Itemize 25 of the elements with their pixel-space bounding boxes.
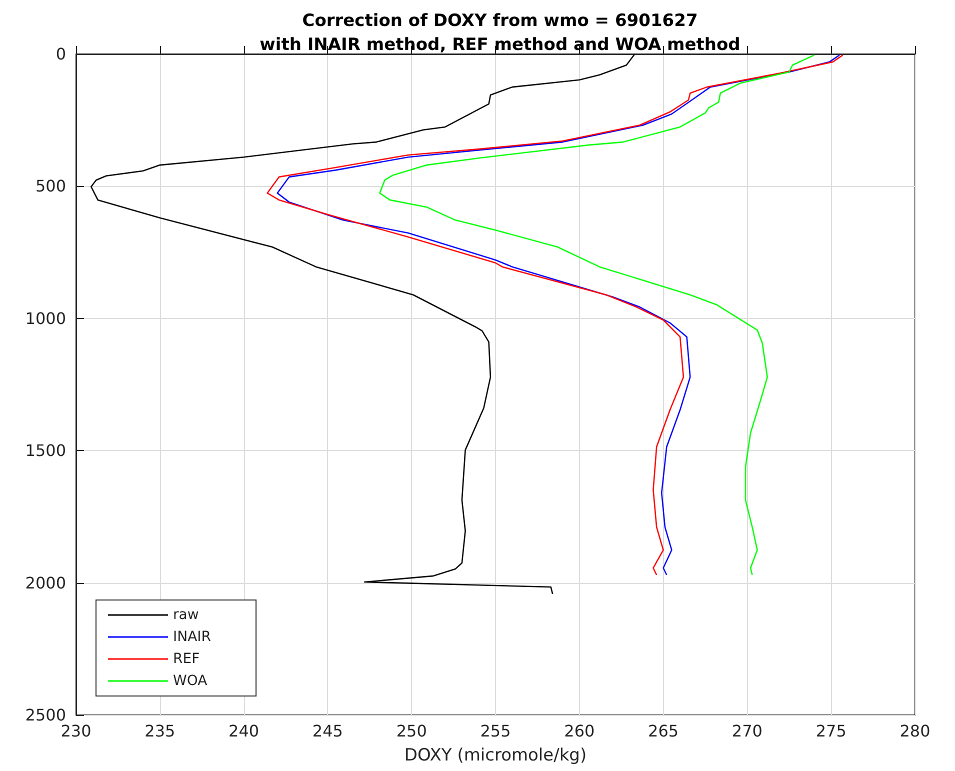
- legend-label: WOA: [173, 673, 208, 689]
- legend-label: REF: [173, 651, 200, 667]
- x-tick-label: 245: [312, 722, 343, 740]
- legend-label: INAIR: [173, 629, 212, 645]
- y-tick-label: 500: [35, 176, 66, 196]
- x-tick-label: 275: [816, 722, 846, 740]
- x-tick-label: 260: [564, 722, 595, 740]
- x-tick-label: 280: [900, 722, 930, 740]
- y-tick-label: 2500: [25, 706, 66, 724]
- x-tick-label: 265: [648, 722, 679, 740]
- y-tick-label: 1500: [25, 441, 66, 460]
- x-tick-label: 250: [396, 722, 427, 740]
- x-tick-label: 230: [60, 722, 92, 740]
- x-tick-label: 270: [732, 722, 762, 740]
- chart-title: Correction of DOXY from wmo = 6901627 with INAIR method, REF method and WOA method: [260, 11, 740, 55]
- y-tick-label: 1000: [25, 308, 66, 328]
- x-tick-label: 235: [144, 722, 176, 740]
- legend-label: raw: [173, 607, 199, 623]
- x-axis-title: DOXY (micromole/kg): [404, 746, 587, 766]
- x-tick-label: 255: [480, 722, 511, 740]
- y-tick-label: 0: [56, 44, 66, 64]
- x-tick-label: 240: [228, 722, 260, 740]
- y-tick-label: 2000: [25, 573, 66, 592]
- line-series: [379, 54, 815, 576]
- line-series: [90, 53, 636, 595]
